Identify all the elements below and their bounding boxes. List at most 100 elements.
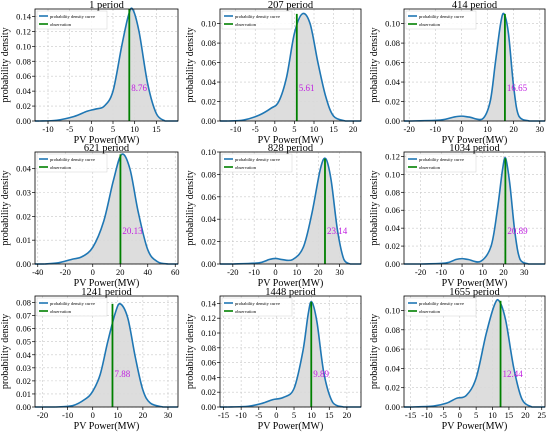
legend-label-observation: observation	[419, 309, 441, 314]
x-tick-label: 15	[325, 410, 334, 420]
plot-frame	[34, 151, 179, 265]
density-area	[409, 13, 530, 121]
legend-label-curve: probability density curve	[419, 301, 464, 306]
plot-frame	[34, 8, 179, 122]
y-tick-label: 0.06	[201, 192, 216, 202]
y-tick-label: 0.00	[201, 402, 216, 412]
y-tick-label: 0.10	[16, 41, 31, 51]
x-tick-label: 5	[474, 410, 478, 420]
legend: probability density curve observation	[36, 153, 108, 173]
subplot-4: 20.13 -40 -20 0 20 40 60 0.00 0.01 0.02 0.03 0.04 62…	[0, 143, 180, 289]
x-tick-label: -5	[255, 410, 262, 420]
observation-label: 8.76	[131, 83, 147, 93]
y-tick-label: 0.04	[201, 372, 217, 382]
x-tick-label: 5	[292, 124, 296, 134]
y-tick-label: 0.04	[385, 223, 401, 233]
legend-box	[405, 297, 477, 317]
x-tick-label: 30	[520, 267, 529, 277]
y-tick-label: 0.08	[385, 325, 400, 335]
x-tick-label: 0	[273, 124, 277, 134]
legend: probability density curve observation	[36, 297, 108, 317]
y-tick-label: 0.10	[201, 147, 216, 157]
y-tick-label: 0.07	[16, 311, 31, 321]
x-tick-label: 20	[521, 410, 530, 420]
legend-label-curve: probability density curve	[50, 301, 95, 306]
legend-label-observation: observation	[235, 309, 257, 314]
x-tick-label: -10	[42, 124, 53, 134]
y-tick-label: 0.00	[201, 259, 216, 269]
plot-frame	[219, 151, 362, 265]
x-tick-label: 15	[152, 124, 161, 134]
x-axis-label: PV Power(MW)	[258, 278, 324, 289]
subplot-5: 23.14 -20 -10 0 10 20 30 0.00 0.02 0.04 0.06 0.08 0.…	[185, 143, 362, 289]
y-axis-label: probability density	[0, 27, 11, 102]
y-axis-label: probability density	[185, 170, 196, 245]
density-area	[39, 8, 165, 122]
x-tick-label: -10	[430, 124, 441, 134]
legend-box	[36, 297, 108, 317]
density-area	[55, 303, 163, 407]
x-tick-label: 30	[164, 410, 173, 420]
y-tick-label: 0.04	[385, 77, 401, 87]
y-tick-label: 0.04	[16, 164, 32, 174]
x-tick-label: -20	[227, 267, 238, 277]
legend-label-observation: observation	[50, 309, 72, 314]
plot-frame	[403, 151, 546, 265]
y-tick-label: 0.10	[201, 328, 216, 338]
x-tick-label: -10	[421, 410, 432, 420]
density-curve	[227, 300, 361, 408]
x-tick-label: 10	[293, 267, 302, 277]
x-tick-label: 25	[537, 410, 546, 420]
y-tick-label: 0.00	[385, 402, 400, 412]
y-tick-label: 0.12	[16, 26, 31, 36]
x-tick-label: 10	[114, 410, 123, 420]
subplot-title: 207 period	[268, 0, 314, 11]
y-tick-label: 0.03	[16, 363, 31, 373]
x-tick-label: 10	[130, 124, 139, 134]
x-tick-label: -10	[436, 267, 447, 277]
observation-label: 9.89	[313, 369, 329, 379]
y-tick-label: 0.00	[16, 259, 31, 269]
x-tick-label: -40	[32, 267, 43, 277]
y-tick-label: 0.04	[385, 363, 401, 373]
x-tick-label: 10	[307, 410, 316, 420]
y-axis-label: probability density	[0, 314, 11, 389]
x-tick-label: -10	[249, 267, 260, 277]
y-axis-label: probability density	[185, 314, 196, 389]
x-tick-label: 10	[488, 410, 497, 420]
x-tick-label: 0	[89, 124, 93, 134]
y-tick-label: 0.02	[201, 97, 216, 107]
y-tick-label: 0.01	[16, 235, 31, 245]
legend-label-observation: observation	[419, 165, 441, 170]
legend-box	[405, 153, 477, 173]
y-tick-label: 0.02	[201, 387, 216, 397]
observation-label: 12.44	[503, 369, 524, 379]
y-tick-label: 0.02	[16, 211, 31, 221]
y-tick-label: 0.14	[16, 11, 32, 21]
x-tick-label: 10	[310, 124, 319, 134]
x-tick-label: 0	[460, 267, 464, 277]
observation-label: 16.65	[507, 83, 528, 93]
y-tick-label: 0.02	[16, 376, 31, 386]
density-area	[232, 158, 351, 264]
plot-frame	[34, 295, 179, 408]
legend: probability density curve observation	[221, 10, 293, 30]
y-axis-label: probability density	[369, 314, 380, 389]
density-curve	[44, 153, 178, 265]
x-tick-label: -5	[440, 410, 447, 420]
legend: probability density curve observation	[221, 297, 293, 317]
y-tick-label: 0.08	[201, 169, 216, 179]
y-tick-label: 0.02	[201, 237, 216, 247]
subplot-6: 20.89 -20 -10 0 10 20 30 0.00 0.02 0.04 0.06 0.08 0.…	[369, 143, 546, 289]
subplot-title: 621 period	[84, 143, 130, 154]
y-tick-label: 0.06	[385, 205, 400, 215]
x-tick-label: -5	[252, 124, 259, 134]
x-tick-label: 30	[335, 267, 344, 277]
x-tick-label: -20	[37, 410, 48, 420]
subplot-8: 9.89 -15 -10 -5 0 5 10 15 20 0.00 0.02 0.04 0.06 0.08…	[185, 287, 362, 432]
x-tick-label: 0	[91, 410, 95, 420]
y-axis-label: probability density	[185, 27, 196, 102]
y-tick-label: 0.08	[201, 38, 216, 48]
legend: probability density curve observation	[405, 153, 477, 173]
